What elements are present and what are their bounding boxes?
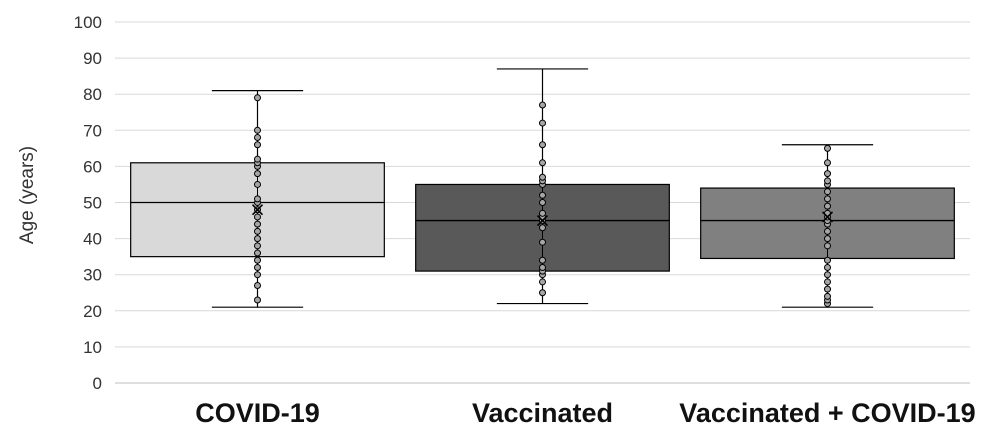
data-point [539, 159, 546, 167]
x-axis-category-labels: COVID-19 Vaccinated Vaccinated + COVID-19 [195, 398, 975, 428]
data-point [254, 296, 261, 304]
box-group-0 [130, 89, 385, 308]
data-point [824, 202, 831, 210]
data-point [539, 238, 546, 246]
y-tick-label: 0 [93, 374, 102, 393]
data-point [254, 195, 261, 203]
data-point [824, 292, 831, 300]
data-point [254, 126, 261, 134]
y-axis-label: Age (years) [17, 146, 38, 244]
data-point [824, 235, 831, 243]
category-label: Vaccinated [472, 398, 613, 428]
data-point [539, 278, 546, 286]
box-group-2 [700, 144, 955, 308]
y-tick-label: 60 [83, 157, 102, 176]
data-point [824, 227, 831, 235]
y-tick-label: 40 [83, 230, 102, 249]
data-point [254, 220, 261, 228]
y-tick-label: 20 [83, 302, 102, 321]
box-group-1 [415, 68, 670, 305]
y-tick-label: 70 [83, 121, 102, 140]
data-point [254, 227, 261, 235]
mean-marker [536, 214, 549, 227]
data-point [539, 173, 546, 181]
data-point [539, 191, 546, 199]
data-point [824, 242, 831, 250]
category-label: Vaccinated + COVID-19 [679, 398, 975, 428]
boxes [130, 68, 955, 308]
data-point [254, 242, 261, 250]
data-point [539, 209, 546, 217]
data-point [824, 159, 831, 167]
data-point [254, 180, 261, 188]
data-point [539, 199, 546, 206]
data-point [824, 170, 831, 178]
data-point [254, 213, 261, 221]
data-point [824, 256, 831, 264]
data-point [539, 141, 546, 149]
data-point [539, 119, 546, 127]
data-point [824, 263, 831, 271]
mean-marker [821, 211, 834, 223]
data-point [254, 94, 261, 102]
data-point [824, 177, 831, 185]
data-point [254, 235, 261, 243]
data-point [254, 141, 261, 149]
data-point [254, 256, 261, 264]
y-axis-ticks: 0 10 20 30 40 50 60 70 80 90 100 [74, 13, 102, 393]
data-point [824, 144, 831, 152]
data-point [254, 155, 261, 163]
data-point [539, 256, 546, 264]
data-point [824, 278, 831, 286]
data-point [254, 282, 261, 290]
y-tick-label: 100 [74, 13, 102, 32]
y-tick-label: 30 [83, 266, 102, 285]
data-point [824, 188, 831, 196]
data-point [824, 285, 831, 293]
y-tick-label: 90 [83, 49, 102, 68]
mean-marker [251, 204, 264, 216]
data-point [539, 101, 546, 109]
y-tick-label: 80 [83, 85, 102, 104]
data-point [539, 289, 546, 297]
data-point [254, 249, 261, 257]
data-point [254, 271, 261, 279]
data-point [824, 195, 831, 203]
data-point [254, 170, 261, 178]
y-tick-label: 50 [83, 194, 102, 213]
data-point [254, 263, 261, 271]
data-point [254, 134, 261, 142]
data-point [539, 263, 546, 271]
y-tick-label: 10 [83, 338, 102, 357]
data-point [824, 271, 831, 279]
category-label: COVID-19 [195, 398, 320, 428]
data-point [539, 224, 546, 232]
